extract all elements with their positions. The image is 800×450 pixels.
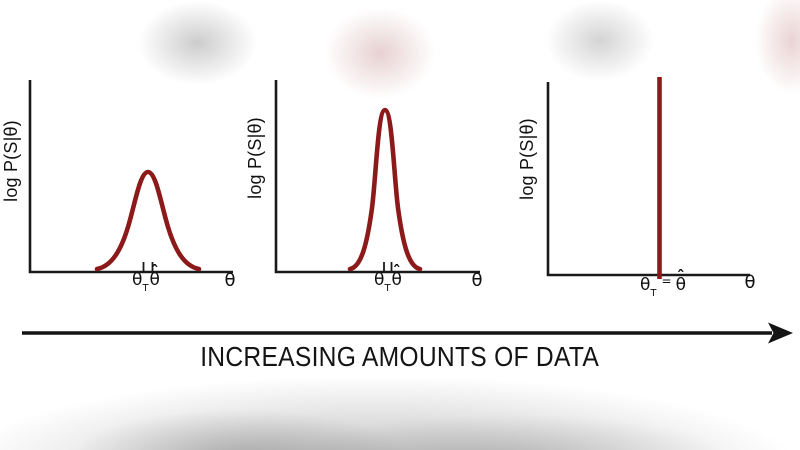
equals-sign: = bbox=[661, 274, 672, 288]
subscript-T: T bbox=[384, 283, 391, 294]
panel2-axes bbox=[274, 80, 480, 274]
hat-accent: ˆ bbox=[150, 262, 159, 281]
panel1-y-axis-label: log P(S|θ) bbox=[1, 120, 21, 202]
theta-symbol: θ bbox=[149, 270, 160, 290]
hat-accent: ˆ bbox=[676, 267, 685, 286]
theta-symbol: θ bbox=[640, 275, 651, 295]
subscript-T: T bbox=[142, 283, 149, 294]
panel1-axes bbox=[28, 80, 233, 274]
panel3-x-axis-label: θ bbox=[744, 272, 756, 293]
theta-symbol: θ bbox=[675, 275, 686, 295]
panel2-x-axis-label: θ bbox=[471, 270, 483, 291]
panel3-axes bbox=[546, 82, 750, 277]
caption: INCREASING AMOUNTS OF DATA bbox=[0, 343, 800, 371]
hat-accent: ˆ bbox=[392, 262, 401, 281]
theta-symbol: θ bbox=[132, 270, 143, 290]
theta-true-label: θT bbox=[374, 270, 391, 294]
subscript-T: T bbox=[650, 288, 657, 299]
panel2-y-axis-label: log P(S|θ) bbox=[245, 117, 265, 199]
panel1-x-axis-label: θ bbox=[224, 270, 236, 291]
theta-symbol: θ bbox=[391, 270, 402, 290]
panel3-y-axis-label: log P(S|θ) bbox=[517, 118, 537, 200]
increasing-data-arrow-head bbox=[768, 322, 793, 344]
panel2-likelihood-curve bbox=[347, 107, 423, 272]
theta-true-label: θT bbox=[132, 270, 149, 294]
theta-true-label: θT bbox=[640, 275, 657, 299]
panel1-likelihood-curve bbox=[94, 169, 202, 272]
theta-symbol: θ bbox=[374, 270, 385, 290]
caption-text: INCREASING AMOUNTS OF DATA bbox=[200, 341, 600, 372]
